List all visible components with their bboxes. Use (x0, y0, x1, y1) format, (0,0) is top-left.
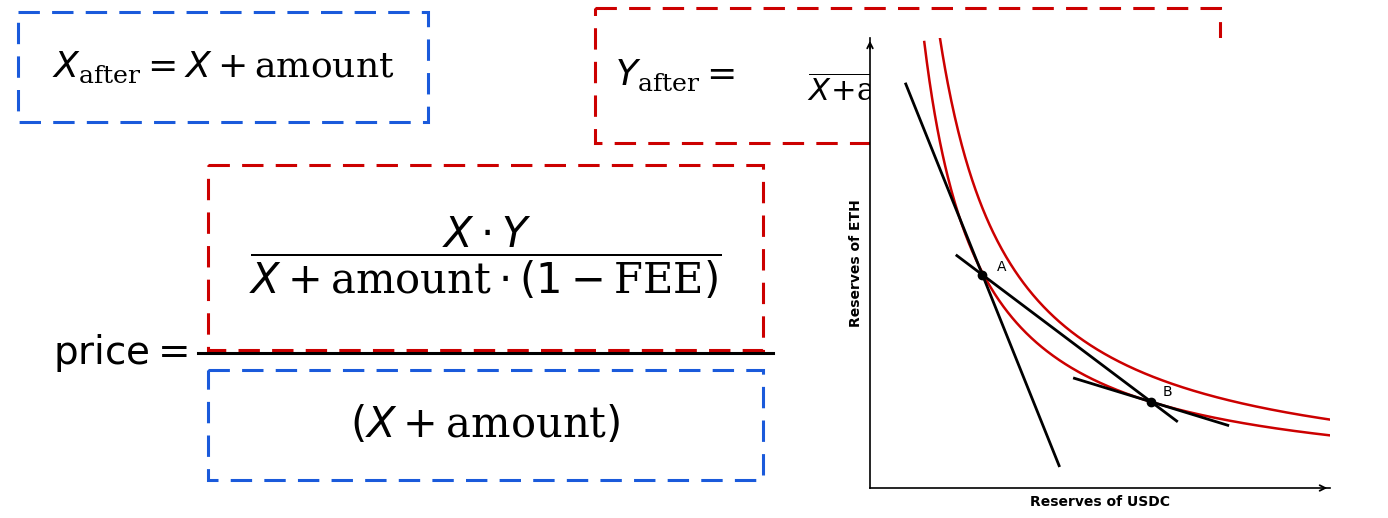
Text: A: A (997, 260, 1006, 274)
X-axis label: Reserves of USDC: Reserves of USDC (1030, 495, 1170, 509)
Text: $(\mathit{X} + \mathregular{amount})$: $(\mathit{X} + \mathregular{amount})$ (350, 404, 620, 446)
Text: $\mathrm{price} = $: $\mathrm{price} = $ (53, 332, 187, 374)
Y-axis label: Reserves of ETH: Reserves of ETH (849, 199, 863, 327)
Text: $\dfrac{\mathit{X} \cdot \mathit{Y}}{\mathit{X} + \mathregular{amount} \cdot (1 : $\dfrac{\mathit{X} \cdot \mathit{Y}}{\ma… (250, 214, 722, 300)
FancyBboxPatch shape (595, 8, 1220, 143)
Text: $\mathit{Y}_{\mathregular{after}} = $: $\mathit{Y}_{\mathregular{after}} = $ (615, 58, 736, 93)
FancyBboxPatch shape (18, 12, 428, 122)
FancyBboxPatch shape (208, 165, 763, 350)
Text: $\mathit{X}_{\mathregular{after}} = \mathit{X} + \mathregular{amount}$: $\mathit{X}_{\mathregular{after}} = \mat… (51, 49, 394, 84)
Text: $\dfrac{\mathit{X} \cdot \mathit{Y}}{\mathit{X}\!+\!\mathregular{amount}\!\cdot\: $\dfrac{\mathit{X} \cdot \mathit{Y}}{\ma… (806, 44, 1123, 107)
FancyBboxPatch shape (208, 370, 763, 480)
Text: B: B (1162, 385, 1171, 399)
